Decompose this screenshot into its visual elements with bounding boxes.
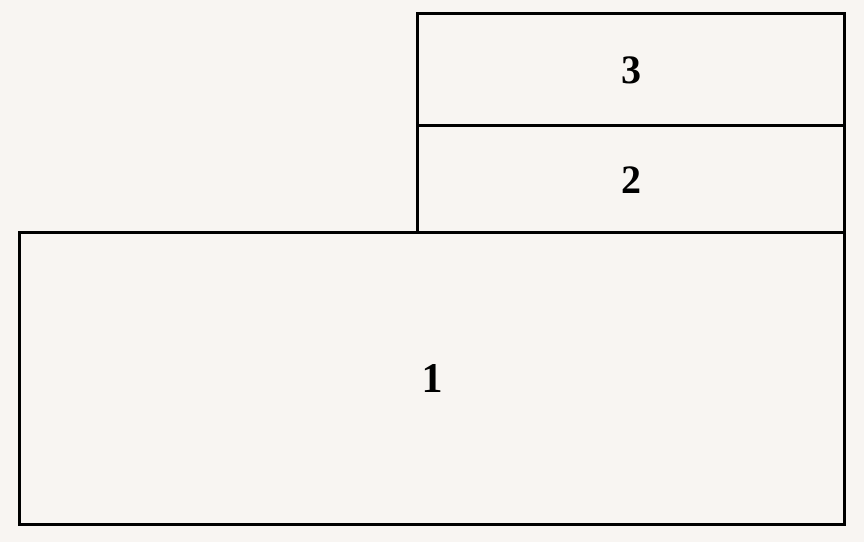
block-1: 1 (18, 231, 846, 526)
diagram-container: 3 2 1 (18, 12, 846, 526)
block-1-label: 1 (422, 355, 443, 403)
block-3-label: 3 (621, 46, 641, 93)
block-2: 2 (416, 124, 846, 234)
block-3: 3 (416, 12, 846, 127)
block-2-label: 2 (621, 156, 641, 203)
